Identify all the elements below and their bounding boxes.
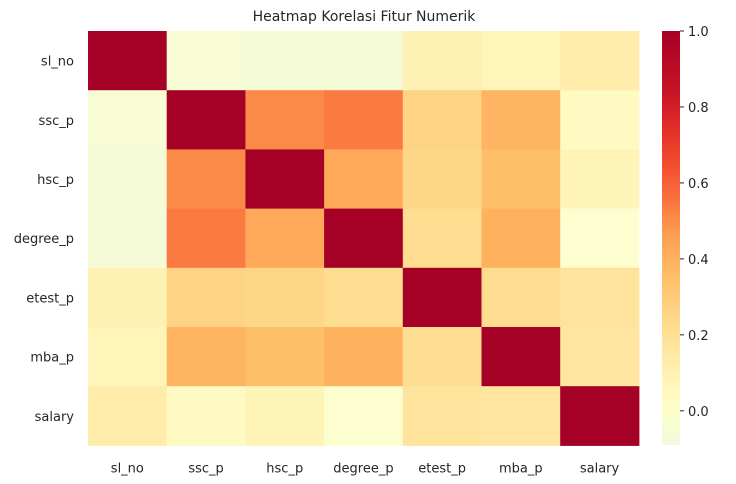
heatmap-cells [88, 31, 640, 446]
y-tick-label: hsc_p [37, 173, 74, 188]
x-tick-label: salary [580, 461, 620, 476]
heatmap-cell-etest_p-hsc_p [245, 267, 325, 328]
heatmap-cell-sl_no-hsc_p [245, 31, 325, 91]
heatmap-cell-mba_p-ssc_p [166, 327, 246, 387]
colorbar-tick-label: 0.8 [688, 101, 709, 116]
colorbar-tick-label: 0.2 [688, 329, 709, 344]
heatmap-cell-hsc_p-degree_p [324, 149, 404, 210]
x-tick-label: degree_p [333, 461, 393, 476]
heatmap-cell-degree_p-salary [560, 208, 640, 269]
heatmap-cell-hsc_p-salary [560, 149, 640, 210]
heatmap-cell-etest_p-degree_p [324, 267, 404, 328]
heatmap-cell-degree_p-mba_p [481, 208, 561, 269]
colorbar-ticks: 0.0 0.2 0.4 0.6 0.8 1.0 [680, 25, 709, 420]
heatmap-cell-etest_p-ssc_p [166, 267, 246, 328]
heatmap-cell-hsc_p-ssc_p [166, 149, 246, 210]
y-tick-label: ssc_p [39, 114, 74, 129]
x-tick-label: ssc_p [188, 461, 223, 476]
heatmap-cell-mba_p-degree_p [324, 327, 404, 387]
heatmap-cell-sl_no-mba_p [481, 31, 561, 91]
heatmap-cell-ssc_p-sl_no [88, 90, 168, 150]
heatmap-cell-hsc_p-sl_no [88, 149, 168, 210]
heatmap-cell-ssc_p-ssc_p [166, 90, 246, 150]
chart-title: Heatmap Korelasi Fitur Numerik [253, 9, 477, 25]
heatmap-cell-hsc_p-mba_p [481, 149, 561, 210]
heatmap-cell-degree_p-degree_p [324, 208, 404, 269]
heatmap-cell-ssc_p-etest_p [402, 90, 482, 150]
heatmap-cell-salary-salary [560, 386, 640, 446]
colorbar-tick-label: 0.6 [688, 177, 709, 192]
x-tick-label: mba_p [499, 461, 543, 476]
heatmap-cell-degree_p-etest_p [402, 208, 482, 269]
heatmap-cell-salary-degree_p [324, 386, 404, 446]
heatmap-cell-etest_p-sl_no [88, 267, 168, 328]
y-tick-label: mba_p [30, 351, 74, 366]
y-tick-label: salary [35, 410, 75, 425]
heatmap-cell-salary-sl_no [88, 386, 168, 446]
heatmap-cell-salary-etest_p [402, 386, 482, 446]
heatmap-cell-etest_p-etest_p [402, 267, 482, 328]
x-tick-label: hsc_p [266, 461, 303, 476]
heatmap-cell-mba_p-salary [560, 327, 640, 387]
x-axis-labels: sl_no ssc_p hsc_p degree_p etest_p mba_p salar… [111, 461, 620, 476]
colorbar-tick-label: 1.0 [688, 25, 709, 40]
heatmap-cell-ssc_p-hsc_p [245, 90, 325, 150]
y-tick-label: sl_no [41, 55, 74, 70]
x-tick-label: etest_p [418, 461, 466, 476]
heatmap-cell-salary-mba_p [481, 386, 561, 446]
heatmap-cell-ssc_p-mba_p [481, 90, 561, 150]
heatmap-cell-etest_p-mba_p [481, 267, 561, 328]
heatmap-cell-sl_no-sl_no [88, 31, 168, 91]
y-axis-labels: sl_no ssc_p hsc_p degree_p etest_p mba_psalar… [14, 55, 75, 425]
colorbar [662, 31, 680, 445]
heatmap-cell-ssc_p-salary [560, 90, 640, 150]
x-tick-label: sl_no [111, 461, 144, 476]
y-tick-label: etest_p [26, 291, 74, 306]
colorbar-tick-label: 0.0 [688, 405, 709, 420]
heatmap-cell-ssc_p-degree_p [324, 90, 404, 150]
heatmap-cell-sl_no-etest_p [402, 31, 482, 91]
heatmap-cell-etest_p-salary [560, 267, 640, 328]
heatmap-cell-mba_p-sl_no [88, 327, 168, 387]
heatmap-cell-hsc_p-etest_p [402, 149, 482, 210]
heatmap-cell-mba_p-etest_p [402, 327, 482, 387]
colorbar-tick-label: 0.4 [688, 253, 709, 268]
heatmap-cell-hsc_p-hsc_p [245, 149, 325, 210]
heatmap-cell-degree_p-hsc_p [245, 208, 325, 269]
heatmap-cell-salary-ssc_p [166, 386, 246, 446]
heatmap-cell-sl_no-degree_p [324, 31, 404, 91]
heatmap-cell-salary-hsc_p [245, 386, 325, 446]
y-tick-label: degree_p [14, 232, 74, 247]
heatmap-cell-degree_p-sl_no [88, 208, 168, 269]
heatmap-cell-degree_p-ssc_p [166, 208, 246, 269]
heatmap-cell-sl_no-salary [560, 31, 640, 91]
heatmap-cell-mba_p-hsc_p [245, 327, 325, 387]
heatmap-cell-mba_p-mba_p [481, 327, 561, 387]
heatmap-cell-sl_no-ssc_p [166, 31, 246, 91]
